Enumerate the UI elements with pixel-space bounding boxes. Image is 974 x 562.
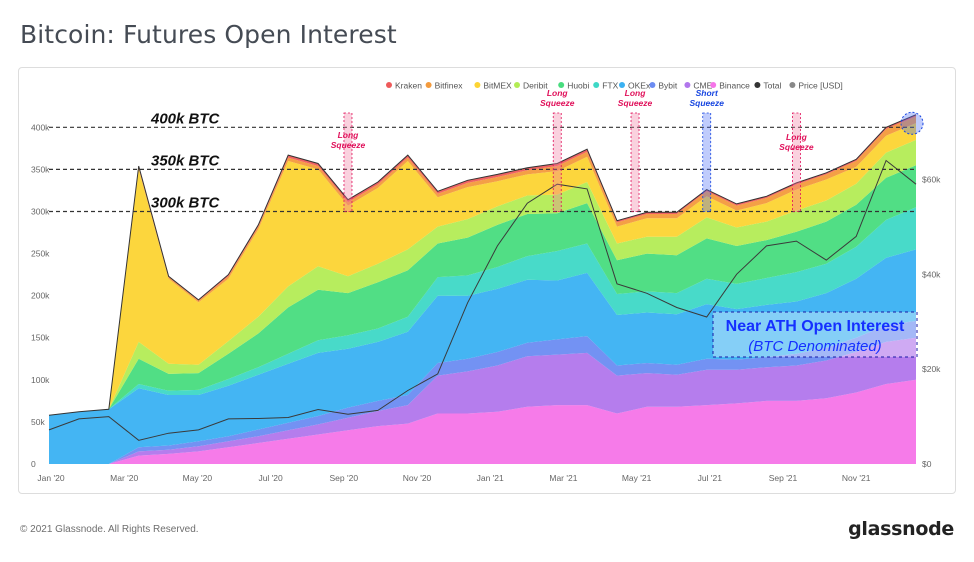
callout-subtitle: (BTC Denominated) xyxy=(748,338,881,355)
legend-label-kraken: Kraken xyxy=(395,81,422,91)
squeeze-label: Squeeze xyxy=(779,142,814,152)
stacked-areas xyxy=(49,114,916,464)
legend-label-binance: Binance xyxy=(719,81,750,91)
x-tick-label: Jul '20 xyxy=(258,473,283,483)
ath-marker xyxy=(900,111,924,135)
y-left-tick-label: 200k xyxy=(31,291,50,301)
legend-swatch-bybit xyxy=(649,82,656,88)
squeeze-marker xyxy=(552,112,562,212)
y-left-tick-label: 400k xyxy=(31,122,50,132)
legend-swatch-huobi xyxy=(558,82,565,88)
squeeze-annotations: LongSqueezeLongSqueezeLongSqueezeShortSq… xyxy=(331,88,924,212)
legend-swatch-okex xyxy=(619,82,625,88)
open-interest-chart: Kraken Bitfinex BitMEX Deribit Huobi FTX OKEx B… xyxy=(31,81,941,484)
squeeze-label: Squeeze xyxy=(540,98,575,108)
legend-label-ftx: FTX xyxy=(602,81,618,91)
y-left-tick-label: 250k xyxy=(31,249,50,259)
squeeze-label: Long xyxy=(338,130,360,140)
chart-axes: 0 50k 100k 150k 200k 250k 300k 350k 400k $0 $20k $4… xyxy=(31,122,941,483)
y-left-tick-label: 0 xyxy=(31,459,36,469)
squeeze-label: Long xyxy=(547,88,569,98)
area-bybit xyxy=(49,320,916,464)
area-cme xyxy=(49,337,916,464)
legend-label-price-usd: Price [USD] xyxy=(798,81,842,91)
chart-frame: Kraken Bitfinex BitMEX Deribit Huobi FTX OKEx B… xyxy=(18,67,956,494)
squeeze-label: Long xyxy=(786,132,808,142)
y-right-tick-label: $60k xyxy=(922,174,941,184)
x-tick-label: Sep '20 xyxy=(330,473,359,483)
y-left-tick-label: 350k xyxy=(31,164,50,174)
legend-swatch-binance xyxy=(710,82,717,88)
squeeze-label: Squeeze xyxy=(618,98,653,108)
callout-title: Near ATH Open Interest xyxy=(726,318,905,335)
reference-label-400k-btc: 400k BTC xyxy=(150,110,221,127)
x-tick-label: Sep '21 xyxy=(769,473,798,483)
y-right-tick-label: $20k xyxy=(922,364,941,374)
legend-label-bybit: Bybit xyxy=(658,81,678,91)
chart-legend: Kraken Bitfinex BitMEX Deribit Huobi FTX OKEx B… xyxy=(386,81,843,91)
footer-logo: glassnode xyxy=(848,518,954,540)
squeeze-marker xyxy=(630,112,640,212)
x-tick-label: Nov '21 xyxy=(842,473,871,483)
legend-label-deribit: Deribit xyxy=(523,81,548,91)
reference-lines: 400k BTC 350k BTC 300k BTC xyxy=(49,110,916,213)
y-right-tick-label: $0 xyxy=(922,459,932,469)
legend-swatch-cme xyxy=(684,82,691,88)
legend-label-bitfinex: Bitfinex xyxy=(435,81,464,91)
legend-label-bitmex: BitMEX xyxy=(483,81,512,91)
x-tick-label: Mar '21 xyxy=(549,473,577,483)
squeeze-marker xyxy=(792,112,801,212)
squeeze-label: Squeeze xyxy=(689,98,724,108)
area-binance xyxy=(49,379,916,464)
legend-swatch-ftx xyxy=(593,82,600,88)
x-tick-label: Mar '20 xyxy=(110,473,138,483)
x-tick-label: May '21 xyxy=(622,473,652,483)
y-left-tick-label: 300k xyxy=(31,206,50,216)
squeeze-marker xyxy=(343,112,353,212)
callout-box xyxy=(712,311,918,358)
y-left-tick-label: 150k xyxy=(31,333,50,343)
near-ath-callout: Near ATH Open Interest (BTC Denominated) xyxy=(712,311,918,358)
y-left-tick-label: 100k xyxy=(31,375,50,385)
area-okex xyxy=(49,249,916,464)
legend-swatch-kraken xyxy=(386,82,392,88)
legend-swatch-price-usd xyxy=(789,82,796,88)
legend-swatch-total xyxy=(754,82,761,88)
legend-swatch-deribit xyxy=(514,82,520,88)
reference-label-350k-btc: 350k BTC xyxy=(151,152,221,169)
x-tick-label: Nov '20 xyxy=(403,473,432,483)
area-huobi xyxy=(49,165,916,416)
page-title: Bitcoin: Futures Open Interest xyxy=(20,20,397,49)
legend-label-cme: CME xyxy=(693,81,712,91)
y-left-tick-label: 50k xyxy=(31,417,45,427)
total-line xyxy=(48,114,917,416)
x-tick-label: Jul '21 xyxy=(698,473,723,483)
x-tick-label: May '20 xyxy=(183,473,213,483)
overlay-lines xyxy=(48,114,917,441)
price-line xyxy=(48,159,917,441)
legend-label-huobi: Huobi xyxy=(567,81,589,91)
squeeze-marker xyxy=(702,112,712,212)
x-tick-label: Jan '21 xyxy=(477,473,504,483)
reference-label-300k-btc: 300k BTC xyxy=(151,194,221,211)
y-right-tick-label: $40k xyxy=(922,269,941,279)
squeeze-label: Squeeze xyxy=(331,140,366,150)
legend-label-okex: OKEx xyxy=(628,81,651,91)
legend-label-total: Total xyxy=(763,81,781,91)
x-tick-label: Jan '20 xyxy=(37,473,64,483)
legend-swatch-bitfinex xyxy=(425,82,432,88)
legend-swatch-bitmex xyxy=(474,82,481,88)
footer-copyright: © 2021 Glassnode. All Rights Reserved. xyxy=(20,524,199,535)
squeeze-label: Short xyxy=(696,88,719,98)
squeeze-label: Long xyxy=(625,88,647,98)
